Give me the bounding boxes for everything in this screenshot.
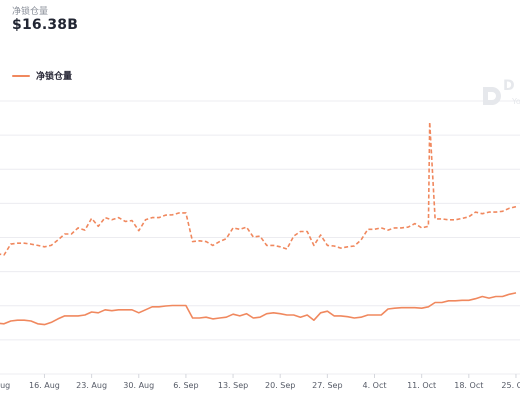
x-tick-label: 23. Aug <box>76 381 107 390</box>
watermark-letter: D <box>503 78 515 94</box>
chart-legend[interactable]: 净锁仓量 <box>12 69 72 82</box>
x-tick-label: 27. Sep <box>312 381 342 390</box>
x-tick-label: 20. Sep <box>265 381 295 390</box>
metric-label: 净锁仓量 <box>12 7 49 17</box>
series-line-dashed <box>0 121 517 256</box>
legend-swatch <box>12 74 30 77</box>
x-tick-label: 30. Aug <box>123 381 154 390</box>
x-tick-label: 16. Aug <box>29 381 60 390</box>
metric-value: $16.38B <box>12 17 79 33</box>
series-line-solid <box>0 292 517 326</box>
x-tick-label: 6. Sep <box>173 381 198 390</box>
x-tick-label: 4. Oct <box>362 381 386 390</box>
legend-label: 净锁仓量 <box>36 72 73 82</box>
watermark-sub: Yo <box>512 97 520 106</box>
x-tick-label: 18. Oct <box>454 381 483 390</box>
x-tick-label: 11. Oct <box>407 381 436 390</box>
defillama-d-logo-icon <box>483 87 501 105</box>
x-tick-label: 25. Oct <box>501 381 520 390</box>
x-tick-label: 13. Sep <box>218 381 248 390</box>
x-tick-label: 9. Aug <box>0 381 10 390</box>
